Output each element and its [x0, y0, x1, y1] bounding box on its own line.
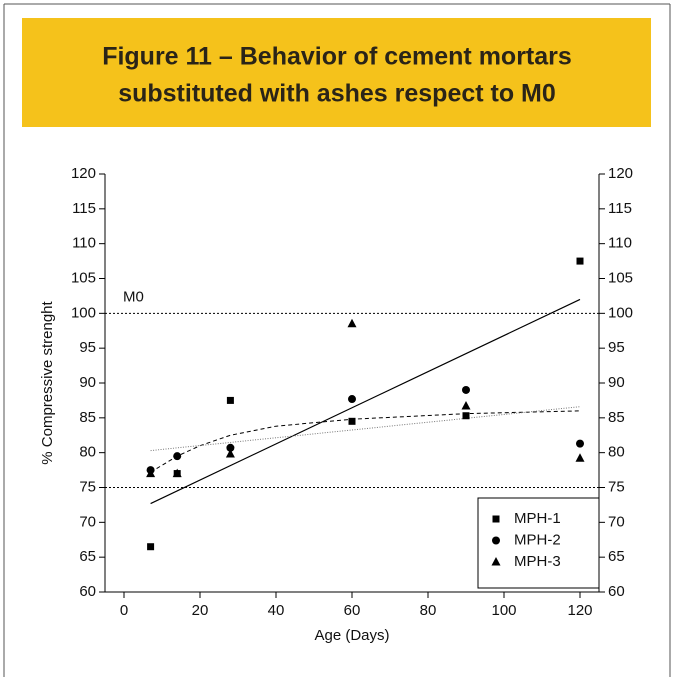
marker	[576, 439, 584, 448]
trend-line	[150, 410, 581, 473]
y2-tick-label: 115	[608, 200, 632, 217]
legend-marker	[491, 557, 501, 566]
y2-tick-label: 70	[608, 513, 625, 530]
y2-tick-label: 110	[608, 235, 632, 252]
reference-label: M0	[123, 288, 144, 305]
x-tick-label: 100	[491, 602, 516, 619]
marker	[147, 543, 155, 551]
y-tick-label: 120	[71, 165, 96, 182]
marker	[226, 396, 234, 404]
x-axis-label: Age (Days)	[314, 627, 389, 644]
marker	[225, 449, 235, 458]
y2-tick-label: 60	[608, 583, 625, 600]
y-tick-label: 115	[72, 200, 96, 217]
legend-label: MPH-3	[514, 553, 561, 570]
y2-tick-label: 105	[608, 269, 633, 286]
marker	[172, 468, 182, 478]
trend-line	[150, 298, 581, 505]
y2-tick-label: 80	[608, 444, 625, 461]
marker	[462, 385, 470, 394]
y2-tick-label: 100	[608, 304, 633, 321]
marker	[226, 443, 235, 452]
x-tick-label: 60	[344, 602, 361, 619]
marker	[348, 395, 356, 404]
legend-label: MPH-2	[514, 531, 561, 548]
y2-tick-label: 95	[608, 339, 625, 356]
title: Figure 11 – Behavior of cement mortars	[102, 43, 572, 71]
y-tick-label: 80	[79, 444, 96, 461]
marker	[576, 257, 584, 265]
marker	[146, 468, 156, 478]
trend-line	[150, 406, 581, 452]
x-tick-label: 120	[567, 602, 592, 619]
y-axis-label: % Compressive strenght	[39, 300, 56, 464]
marker	[575, 453, 585, 462]
y-tick-label: 70	[79, 513, 96, 530]
y-tick-label: 90	[79, 374, 96, 391]
y2-tick-label: 75	[608, 478, 625, 495]
x-tick-label: 0	[120, 602, 128, 619]
y-tick-label: 110	[72, 235, 96, 252]
y-tick-label: 95	[79, 339, 96, 356]
title: substituted with ashes respect to M0	[118, 80, 556, 108]
marker	[461, 400, 471, 410]
y-tick-label: 85	[79, 409, 96, 426]
x-tick-label: 40	[268, 602, 285, 619]
x-tick-label: 80	[420, 602, 437, 619]
legend-marker	[492, 536, 500, 545]
marker	[347, 318, 357, 328]
y2-tick-label: 90	[608, 374, 625, 391]
y-tick-label: 100	[71, 304, 96, 321]
marker	[348, 417, 356, 425]
y-tick-label: 65	[79, 548, 96, 565]
legend-label: MPH-1	[514, 510, 561, 527]
y-tick-label: 105	[71, 269, 96, 286]
marker	[173, 452, 182, 461]
x-tick-label: 20	[192, 602, 209, 619]
marker	[462, 412, 470, 420]
y-tick-label: 75	[79, 478, 96, 495]
y-tick-label: 60	[79, 583, 96, 600]
title-box	[22, 18, 651, 127]
y2-tick-label: 120	[608, 165, 633, 182]
legend-marker	[492, 515, 500, 523]
y2-tick-label: 85	[608, 409, 625, 426]
y2-tick-label: 65	[608, 548, 625, 565]
